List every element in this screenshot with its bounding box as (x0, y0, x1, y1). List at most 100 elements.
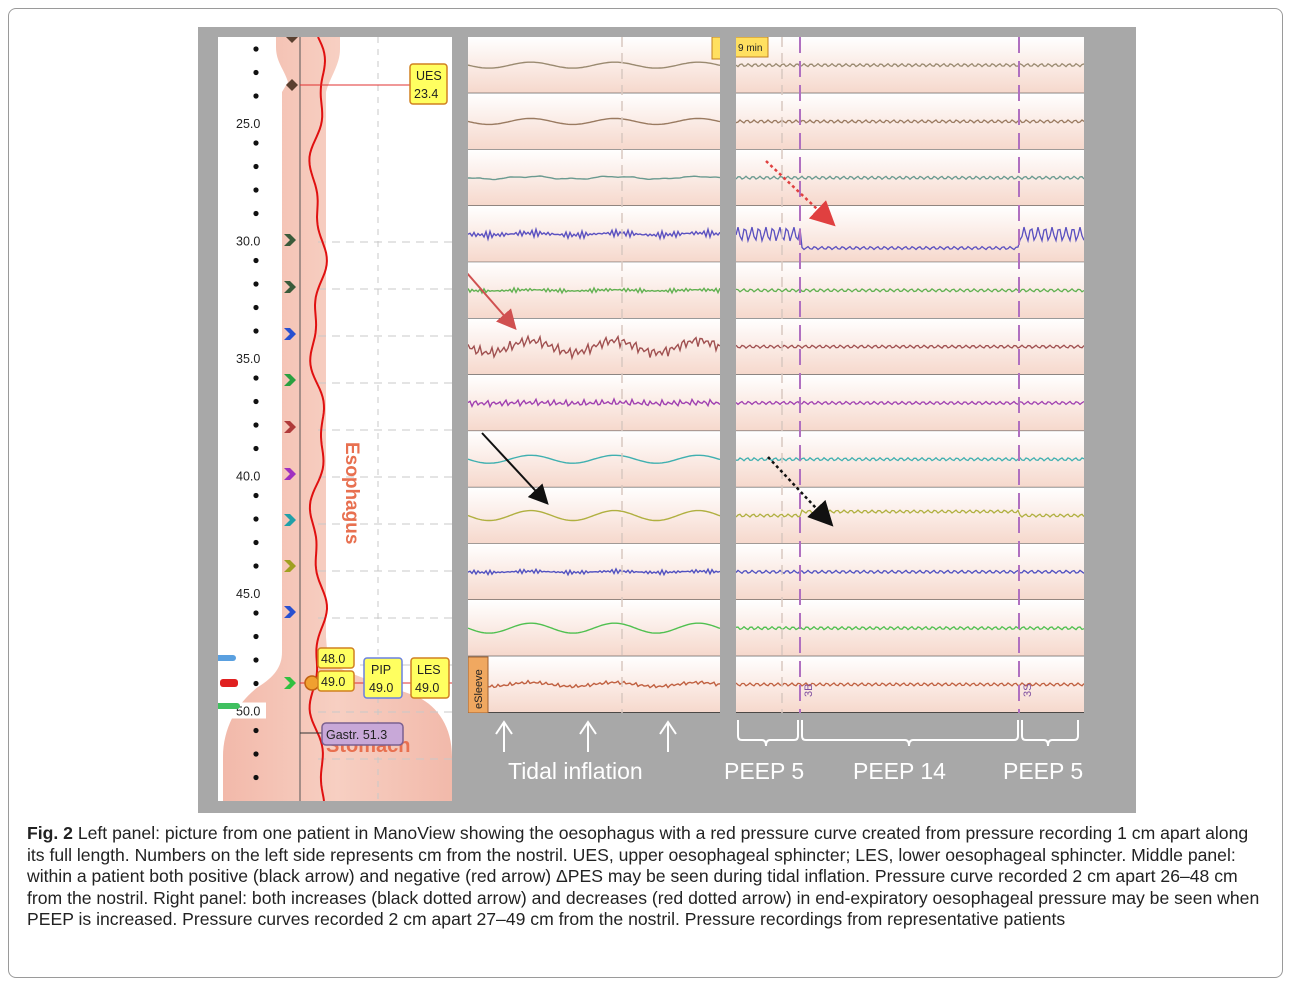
depth-dot (253, 680, 259, 687)
pressure-trace (736, 62, 1084, 68)
pressure-trace (736, 119, 1084, 124)
svg-text:49.0: 49.0 (369, 681, 393, 695)
tidal-inflation-label: Tidal inflation (508, 758, 643, 784)
pressure-trace (736, 175, 1084, 181)
pressure-trace (468, 454, 720, 464)
les-bottom-marker: 49.0 (317, 670, 355, 692)
depth-tick-label: 25.0 (236, 117, 260, 131)
depth-dot (253, 69, 259, 76)
sensor-chevron (284, 234, 296, 246)
pressure-trace (468, 117, 720, 126)
pressure-trace (468, 61, 720, 69)
pressure-trace (736, 569, 1084, 575)
marker-3s: 3S (1022, 684, 1034, 697)
pressure-trace (468, 334, 720, 361)
depth-dot (253, 774, 259, 781)
time-badge (711, 37, 720, 60)
pressure-trace (468, 175, 720, 181)
depth-tick-label: 50.0 (236, 705, 260, 719)
pressure-trace (468, 509, 720, 522)
depth-dot (253, 516, 259, 522)
depth-dot (253, 304, 259, 311)
depth-dot (253, 140, 259, 146)
les-top-marker: 48.0 (317, 647, 355, 669)
caption-text: Left panel: picture from one patient in … (27, 823, 1260, 930)
sleeve-tab (468, 656, 489, 713)
svg-text:PIP: PIP (371, 663, 391, 677)
depth-tick-bg (232, 585, 266, 601)
sensor-chevron (284, 560, 296, 572)
depth-tick-bg (232, 350, 266, 366)
black-arrow (481, 432, 549, 505)
depth-dot (253, 398, 259, 405)
esophagus-label: Esophagus (341, 442, 362, 544)
depth-tick-bg (232, 115, 266, 131)
pressure-trace (736, 400, 1084, 406)
depth-tick-label: 35.0 (236, 352, 260, 366)
sensor-marker (286, 79, 298, 91)
svg-text:23.4: 23.4 (414, 87, 438, 101)
time-badge-right (736, 37, 769, 58)
depth-tick-bg (232, 702, 266, 719)
depth-tick-bg (232, 232, 266, 249)
depth-dot (253, 187, 259, 193)
sensor-marker (286, 37, 298, 43)
pressure-trace (468, 286, 720, 295)
pressure-trace (736, 344, 1084, 349)
depth-dot (253, 610, 259, 616)
depth-dot (253, 657, 259, 663)
depth-dot (253, 539, 259, 546)
time-badge-text: 9 min (738, 43, 762, 54)
svg-text:LES: LES (417, 663, 441, 677)
svg-text:49.0: 49.0 (321, 675, 345, 689)
peep-5-right-label: PEEP 5 (1003, 758, 1084, 784)
depth-dot (253, 633, 259, 640)
pressure-trace (736, 509, 1084, 518)
left-panel-manoview: 25.0 30.0 35.0 40.0 45.0 50.0 Esophagus Stoma… (218, 37, 452, 801)
pressure-trace (736, 226, 1084, 251)
pip-marker: PIP 49.0 (363, 657, 403, 699)
figure-caption: Fig. 2 Left panel: picture from one pati… (27, 823, 1267, 931)
peep-14-label: PEEP 14 (853, 758, 946, 784)
depth-dot (253, 422, 259, 428)
depth-dot (253, 375, 259, 381)
sensor-chevron (284, 606, 296, 618)
svg-text:48.0: 48.0 (321, 652, 345, 666)
tidal-traces: eSleeve (468, 37, 720, 713)
esophagus-shape (223, 37, 452, 801)
sensor-chevron (284, 677, 296, 689)
pressure-trace (736, 288, 1084, 293)
depth-dot (253, 563, 259, 569)
svg-text:49.0: 49.0 (415, 681, 439, 695)
gastric-marker: Gastr. 51.3 (321, 722, 404, 746)
pressure-trace (736, 456, 1084, 462)
depth-tick-label: 30.0 (236, 235, 260, 249)
depth-dot (253, 93, 259, 99)
esophagus-diagram: 25.030.035.040.045.050.0 Esophagus Stoma… (218, 37, 452, 801)
peep-5-left-label: PEEP 5 (724, 758, 805, 784)
sensor-chevron (284, 421, 296, 433)
ues-marker: UES 23.4 (409, 63, 448, 105)
sensor-chevron (284, 328, 296, 340)
svg-text:UES: UES (416, 69, 442, 83)
pressure-trace (736, 682, 1084, 687)
svg-text:Gastr. 51.3: Gastr. 51.3 (326, 728, 387, 742)
depth-tick-label: 45.0 (236, 587, 260, 601)
caption-label: Fig. 2 (27, 823, 73, 843)
depth-dot (253, 492, 259, 499)
marker-3b: 3B (803, 684, 815, 697)
pressure-curve (308, 37, 329, 801)
depth-dot (253, 163, 259, 170)
depth-dot (253, 328, 259, 334)
peep-traces: 3B 3S 9 min (736, 37, 1084, 713)
pressure-trace (736, 625, 1084, 631)
depth-dot (253, 210, 259, 217)
middle-panel-tidal: eSleeve (468, 37, 720, 713)
sleeve-label: eSleeve (473, 669, 485, 709)
sensor-chevron (284, 514, 296, 526)
figure-frame (8, 8, 1283, 978)
right-panel-peep: 3B 3S 9 min (736, 37, 1084, 713)
pressure-trace (468, 679, 720, 689)
pressure-trace (468, 226, 720, 242)
depth-dot (253, 281, 259, 287)
